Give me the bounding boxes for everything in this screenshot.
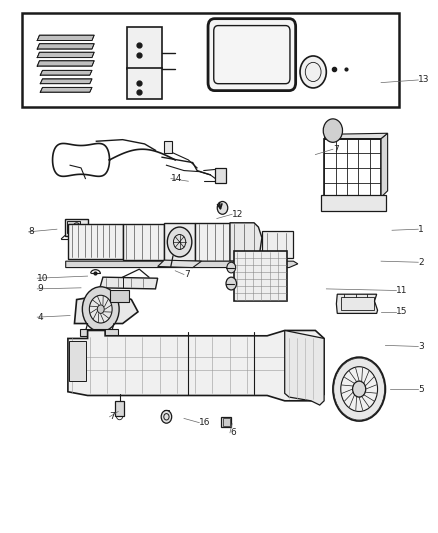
Bar — [221, 417, 231, 427]
Polygon shape — [100, 277, 158, 289]
Circle shape — [82, 287, 119, 332]
Bar — [262, 231, 293, 258]
Circle shape — [217, 201, 228, 214]
Text: 2: 2 — [418, 258, 424, 266]
Text: 15: 15 — [396, 308, 408, 316]
Text: 13: 13 — [418, 76, 430, 84]
Circle shape — [353, 381, 366, 397]
Polygon shape — [68, 330, 324, 401]
Bar — [123, 224, 164, 260]
Text: 8: 8 — [28, 228, 34, 236]
Polygon shape — [324, 133, 388, 139]
Polygon shape — [40, 87, 92, 92]
Polygon shape — [381, 133, 388, 197]
Text: 3: 3 — [418, 342, 424, 351]
Polygon shape — [74, 293, 138, 324]
Circle shape — [89, 295, 112, 323]
Text: 5: 5 — [418, 385, 424, 393]
Bar — [164, 223, 195, 261]
Polygon shape — [40, 70, 92, 75]
Circle shape — [97, 305, 104, 313]
Bar — [341, 297, 374, 310]
Bar — [69, 341, 86, 381]
Bar — [324, 139, 381, 197]
Text: 16: 16 — [199, 418, 211, 427]
Bar — [321, 195, 386, 211]
Circle shape — [167, 227, 192, 257]
Bar — [115, 401, 124, 416]
Text: 1: 1 — [418, 225, 424, 233]
Text: 7: 7 — [184, 270, 190, 279]
Circle shape — [161, 410, 172, 423]
Circle shape — [323, 119, 343, 142]
Polygon shape — [37, 44, 94, 49]
Polygon shape — [37, 61, 94, 66]
Bar — [127, 27, 162, 69]
Circle shape — [73, 223, 80, 231]
Bar — [65, 219, 88, 236]
Polygon shape — [37, 35, 94, 41]
Bar — [110, 290, 129, 302]
Text: 12: 12 — [232, 210, 244, 219]
Polygon shape — [285, 330, 324, 405]
Circle shape — [333, 357, 385, 421]
Text: 10: 10 — [37, 274, 49, 282]
Bar — [234, 251, 287, 301]
Text: 6: 6 — [230, 429, 236, 437]
Polygon shape — [40, 79, 92, 84]
Bar — [127, 68, 162, 99]
Bar — [22, 13, 399, 107]
Text: 9: 9 — [37, 285, 43, 293]
Circle shape — [300, 56, 326, 88]
Text: 7: 7 — [110, 413, 115, 421]
Circle shape — [227, 262, 236, 273]
Polygon shape — [336, 294, 378, 313]
Polygon shape — [66, 261, 298, 268]
Bar — [67, 221, 80, 233]
Bar — [68, 224, 123, 259]
Bar — [164, 141, 172, 153]
Bar — [215, 168, 226, 183]
Bar — [223, 418, 230, 426]
Circle shape — [226, 277, 237, 290]
Text: 7: 7 — [333, 145, 339, 154]
FancyBboxPatch shape — [208, 19, 296, 91]
Polygon shape — [158, 260, 201, 268]
Bar — [80, 329, 118, 336]
Circle shape — [341, 367, 378, 411]
Bar — [195, 223, 230, 261]
Text: 14: 14 — [171, 174, 182, 183]
Text: 4: 4 — [37, 313, 43, 321]
Polygon shape — [230, 223, 262, 261]
Polygon shape — [37, 52, 94, 58]
Text: 11: 11 — [396, 286, 408, 295]
